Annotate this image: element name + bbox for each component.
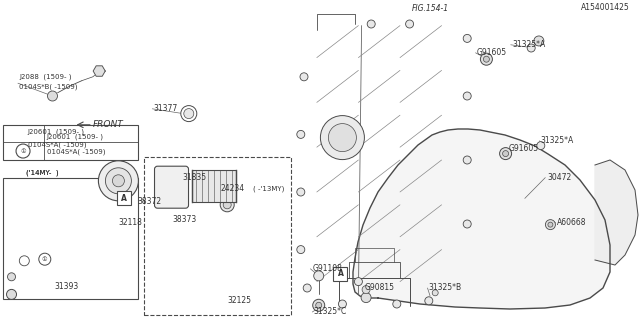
FancyBboxPatch shape: [333, 267, 348, 281]
Text: 32125: 32125: [227, 296, 251, 305]
Bar: [3, 125, 138, 160]
Text: 24234: 24234: [221, 184, 245, 193]
Circle shape: [500, 148, 511, 160]
Text: A60668: A60668: [557, 218, 586, 227]
Polygon shape: [93, 66, 105, 76]
Circle shape: [223, 201, 231, 209]
Circle shape: [180, 106, 197, 122]
Text: ①: ①: [20, 148, 26, 154]
Bar: [144, 157, 291, 315]
Circle shape: [300, 73, 308, 81]
Text: J2088  (1509- ): J2088 (1509- ): [19, 74, 72, 80]
Circle shape: [362, 286, 370, 294]
Text: 38373: 38373: [173, 215, 197, 224]
Circle shape: [184, 108, 194, 119]
Circle shape: [463, 92, 471, 100]
Text: 31393: 31393: [54, 282, 79, 291]
Text: G90815: G90815: [365, 284, 395, 292]
Circle shape: [297, 130, 305, 138]
Text: G91605: G91605: [509, 144, 539, 153]
Text: ('14MY-  ): ('14MY- ): [26, 170, 58, 176]
Text: 38372: 38372: [138, 197, 162, 206]
Circle shape: [481, 53, 492, 65]
Circle shape: [339, 300, 346, 308]
Circle shape: [113, 175, 124, 187]
Circle shape: [314, 271, 324, 281]
Polygon shape: [595, 160, 638, 265]
Circle shape: [220, 198, 234, 212]
Text: 31325*B: 31325*B: [429, 284, 462, 292]
Text: 31835: 31835: [182, 173, 207, 182]
Text: J20601  (1509- ): J20601 (1509- ): [47, 134, 104, 140]
Bar: [3, 178, 138, 299]
Circle shape: [406, 20, 413, 28]
FancyBboxPatch shape: [116, 191, 131, 205]
Circle shape: [432, 290, 438, 296]
Text: ( -'13MY): ( -'13MY): [253, 186, 284, 192]
Circle shape: [99, 161, 138, 201]
Circle shape: [8, 273, 15, 281]
Text: A154001425: A154001425: [581, 3, 630, 12]
Text: 31325*C: 31325*C: [314, 308, 347, 316]
Circle shape: [158, 172, 166, 180]
Text: 31377: 31377: [154, 104, 178, 113]
Circle shape: [463, 220, 471, 228]
Circle shape: [313, 299, 324, 311]
Text: 0104S*A( -1509): 0104S*A( -1509): [47, 149, 105, 155]
Text: 0104S*A( -1509): 0104S*A( -1509): [28, 142, 86, 148]
Circle shape: [158, 194, 166, 202]
Circle shape: [321, 116, 364, 160]
Circle shape: [19, 256, 29, 266]
Text: G91108: G91108: [312, 264, 342, 273]
Circle shape: [545, 220, 556, 230]
Polygon shape: [353, 129, 610, 309]
Text: FIG.154-1: FIG.154-1: [412, 4, 449, 13]
Circle shape: [463, 34, 471, 42]
Circle shape: [367, 20, 375, 28]
Circle shape: [483, 56, 490, 62]
Text: 0104S*B( -1509): 0104S*B( -1509): [19, 83, 77, 90]
Text: G91605: G91605: [477, 48, 507, 57]
Text: 32118: 32118: [118, 218, 142, 227]
Circle shape: [328, 124, 356, 152]
FancyBboxPatch shape: [154, 166, 189, 208]
Circle shape: [211, 183, 218, 188]
Circle shape: [355, 277, 362, 285]
Text: 31325*A: 31325*A: [541, 136, 574, 145]
Circle shape: [463, 156, 471, 164]
Text: J20601  (1509- ): J20601 (1509- ): [28, 129, 84, 135]
Circle shape: [534, 36, 544, 46]
Circle shape: [502, 151, 509, 156]
Circle shape: [527, 44, 535, 52]
Circle shape: [6, 289, 17, 300]
Text: ('14MY-  ): ('14MY- ): [26, 170, 58, 176]
Text: FRONT: FRONT: [93, 120, 124, 129]
Circle shape: [537, 141, 545, 150]
Circle shape: [106, 168, 131, 194]
Text: A: A: [337, 269, 344, 278]
Circle shape: [16, 144, 30, 158]
Text: 31325*A: 31325*A: [512, 40, 545, 49]
Circle shape: [425, 297, 433, 305]
Circle shape: [39, 253, 51, 265]
Circle shape: [209, 180, 220, 192]
Bar: [193, 170, 236, 202]
Text: A: A: [120, 194, 127, 203]
Text: 30472: 30472: [547, 173, 572, 182]
Circle shape: [316, 302, 322, 308]
Circle shape: [361, 292, 371, 303]
Circle shape: [47, 91, 58, 101]
Circle shape: [297, 188, 305, 196]
Text: ①: ①: [42, 257, 47, 262]
Circle shape: [297, 246, 305, 253]
Circle shape: [303, 284, 311, 292]
Circle shape: [393, 300, 401, 308]
Circle shape: [164, 180, 179, 194]
Circle shape: [548, 222, 553, 227]
